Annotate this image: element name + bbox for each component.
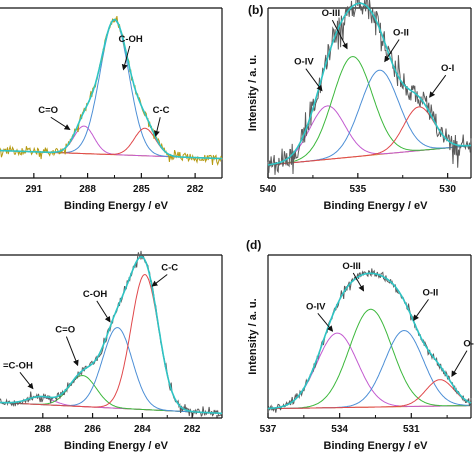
x-axis-title: Binding Energy / eV	[324, 200, 429, 212]
y-axis-title: Intensity / a. u.	[247, 298, 259, 374]
peak-arrow	[121, 45, 131, 71]
peak-arrow	[352, 272, 365, 292]
peak-label: C-C	[153, 105, 170, 116]
x-tick-label: 537	[260, 424, 277, 435]
peak-label: C-OH	[83, 289, 107, 300]
y-axis-title: Intensity / a. u.	[247, 55, 259, 131]
x-axis-title: Binding Energy / eV	[324, 440, 429, 452]
x-tick-label: 534	[331, 424, 348, 435]
fitted-envelope	[0, 18, 223, 160]
axes-frame	[0, 7, 223, 179]
peak-label: C=O	[38, 105, 58, 116]
panel-b: 540 535 530 Binding Energy / eV Intensity / …	[247, 0, 472, 212]
component-C-OH	[0, 19, 223, 160]
peak-arrow	[50, 116, 71, 130]
panel-a: 291 288 285 282 Binding Energy / eV C=O C-OH C-…	[0, 7, 223, 212]
peak-label: O-III	[342, 261, 360, 272]
x-tick-label: 288	[34, 424, 51, 435]
axes-frame	[0, 254, 223, 419]
peak-arrow	[19, 372, 34, 390]
component-C-C	[0, 274, 222, 414]
x-axis-title: Binding Energy / eV	[64, 440, 169, 452]
x-tick-label: 535	[349, 184, 366, 195]
x-tick-label: 285	[133, 184, 150, 195]
peak-arrow	[331, 19, 348, 50]
raw-data-line	[0, 16, 223, 166]
peak-label: O-I	[441, 63, 454, 74]
peak-arrow	[429, 74, 447, 98]
peak-label: O-II	[393, 28, 409, 39]
panel-d: 537 534 531 Binding Energy / eV Intensity / …	[246, 238, 474, 452]
peak-label: C-OH	[118, 34, 142, 45]
x-tick-label: 282	[184, 424, 201, 435]
peak-label: O-II	[422, 287, 438, 298]
peak-label: O-IV	[294, 57, 314, 68]
x-tick-label: 288	[79, 184, 96, 195]
peak-arrow	[65, 336, 79, 367]
x-tick-label: 291	[25, 184, 42, 195]
x-tick-label: 284	[134, 424, 151, 435]
fitted-envelope	[267, 272, 472, 410]
peak-arrow	[451, 350, 468, 377]
x-axis-title: Binding Energy / eV	[64, 200, 169, 212]
component-O-I	[268, 379, 472, 410]
peak-arrow	[305, 68, 323, 92]
peak-arrow	[151, 274, 168, 287]
panel-letter: (d)	[246, 238, 261, 252]
peak-arrow	[384, 39, 400, 63]
x-tick-label: 530	[439, 184, 456, 195]
peak-arrow	[96, 300, 111, 323]
peak-label: O-III	[322, 8, 340, 19]
fitted-envelope	[0, 255, 222, 415]
peak-label: C-C	[161, 263, 178, 274]
fitted-envelope	[267, 2, 471, 166]
component-O-III	[268, 56, 472, 166]
component-C-OH	[0, 327, 222, 414]
x-tick-label: 531	[403, 424, 420, 435]
x-tick-label: 282	[187, 184, 204, 195]
raw-data-line	[267, 268, 472, 413]
peak-label: O-IV	[306, 301, 326, 312]
component-C-C	[0, 127, 223, 160]
peak-arrow	[413, 299, 429, 322]
component-O-III	[268, 308, 471, 410]
peak-arrow	[317, 313, 334, 332]
peak-label: O-	[463, 339, 474, 350]
panel-c: 288 286 284 282 Binding Energy / eV =C-OH C=O C…	[0, 250, 223, 452]
peak-label: C=O	[55, 325, 75, 336]
panel-letter: (b)	[248, 3, 263, 17]
x-tick-label: 540	[260, 184, 277, 195]
raw-data-line	[267, 0, 472, 175]
component-C=O	[0, 125, 223, 160]
peak-label: =C-OH	[3, 360, 33, 371]
axes-frame	[267, 254, 472, 419]
x-tick-label: 286	[84, 424, 101, 435]
peak-arrow	[153, 117, 161, 137]
